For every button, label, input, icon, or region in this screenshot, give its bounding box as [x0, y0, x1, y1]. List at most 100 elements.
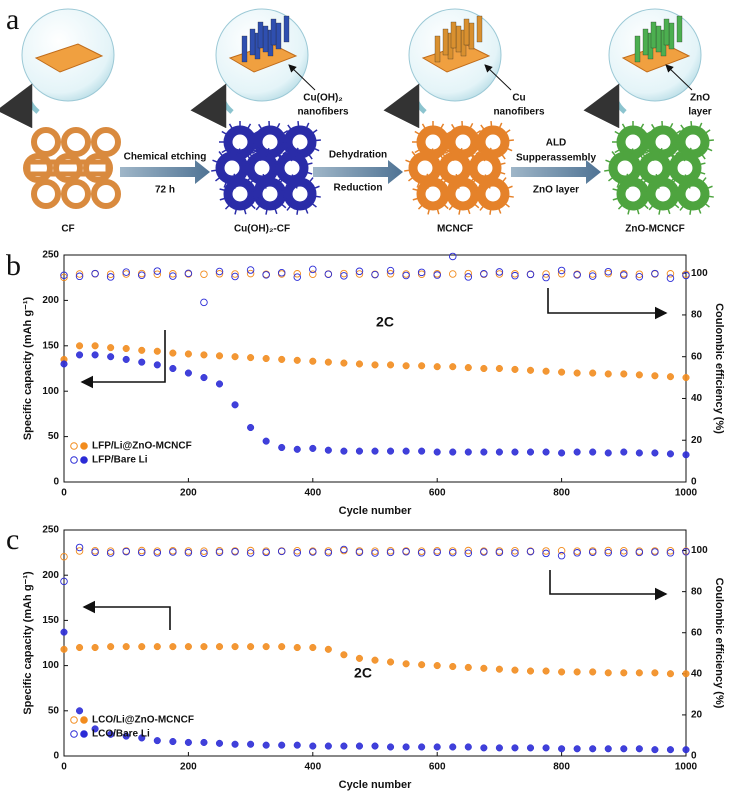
nanorod: [468, 22, 475, 50]
ce-point: [620, 271, 628, 279]
capacity-point: [309, 643, 317, 652]
foam-fiber: [412, 196, 422, 201]
ce-point: [386, 547, 395, 555]
ce-point: [293, 549, 302, 557]
foam-fiber: [249, 197, 259, 202]
callout-arrow: [665, 64, 693, 91]
y2-tick-label: 20: [691, 710, 703, 721]
step-label: Dehydration: [329, 150, 387, 161]
ce-point: [620, 547, 628, 555]
foam-fiber: [446, 179, 455, 187]
foam-fiber: [426, 173, 431, 183]
capacity-point: [449, 662, 457, 671]
foam-fiber: [466, 205, 471, 215]
ce-point: [417, 547, 426, 555]
panel-label: c: [6, 523, 19, 556]
ce-point: [666, 547, 675, 555]
foam-fiber: [670, 177, 678, 186]
foam-fiber: [433, 154, 442, 162]
ce-point: [511, 549, 519, 557]
ce-point: [246, 269, 255, 278]
ce-point: [417, 270, 426, 278]
y2-tick-label: 0: [691, 477, 697, 488]
y2-axis-title: Coulombic efficiency (%): [713, 578, 725, 709]
foam-fiber: [451, 123, 458, 133]
capacity-point: [60, 360, 68, 368]
foam-fiber: [473, 132, 483, 138]
capacity-point: [91, 351, 99, 359]
foam-fiber: [286, 202, 294, 211]
foam-fiber: [434, 169, 444, 173]
foam-fiber: [666, 205, 671, 215]
foam-fiber: [286, 147, 290, 157]
legend-label: LCO/Bare Li: [92, 729, 150, 740]
capacity-point: [387, 658, 395, 666]
ce-point: [184, 269, 193, 278]
capacity-point: [184, 643, 192, 651]
capacity-point: [293, 643, 301, 652]
foam-fiber: [310, 185, 320, 191]
capacity-point: [184, 350, 192, 358]
ce-point: [246, 266, 255, 274]
foam-fiber: [617, 178, 625, 187]
ce-point: [153, 547, 162, 555]
foam-fiber: [233, 173, 238, 183]
foam-fiber: [703, 185, 713, 191]
ce-point: [355, 267, 364, 276]
legend-label: LCO/Li@ZnO-MCNCF: [92, 715, 194, 726]
step-label: Supperassembly: [516, 153, 596, 164]
capacity-point: [107, 344, 115, 352]
foam-cell: [646, 177, 680, 211]
foam-cell: [275, 151, 309, 185]
ce-point: [666, 270, 675, 278]
x-axis-title: Cycle number: [339, 779, 412, 791]
ce-point: [246, 546, 255, 555]
foam-fiber: [693, 152, 701, 161]
nanorod: [476, 15, 483, 43]
ce-point: [324, 270, 333, 278]
ce-point: [480, 270, 488, 278]
capacity-point: [293, 445, 301, 453]
ce-point: [324, 548, 333, 557]
capacity-point: [309, 742, 317, 750]
nanorod: [434, 35, 441, 63]
legend-marker: [80, 730, 88, 738]
capacity-point: [324, 742, 332, 750]
ce-point: [511, 271, 519, 280]
ce-point: [355, 548, 364, 556]
nanorod: [668, 22, 675, 50]
capacity-point: [293, 356, 301, 364]
capacity-point: [262, 354, 270, 363]
foam-fiber: [306, 177, 314, 186]
bubble-arrow: [0, 83, 40, 129]
foam-fiber: [448, 202, 456, 211]
capacity-point: [169, 349, 177, 357]
foam-fiber: [642, 197, 652, 202]
ce-point: [91, 548, 99, 556]
foam-cell: [476, 177, 510, 211]
ce-point: [464, 549, 473, 557]
capacity-point: [355, 360, 364, 368]
capacity-point: [215, 380, 224, 388]
foam-fiber: [411, 151, 419, 160]
foam-fiber: [412, 188, 422, 192]
capacity-point: [682, 746, 690, 754]
ce-point: [309, 548, 317, 556]
foam-fiber: [262, 173, 267, 183]
capacity-point: [433, 448, 441, 456]
foam-fiber: [249, 189, 259, 193]
capacity-point: [449, 363, 457, 371]
ce-point: [557, 270, 566, 278]
ce-point: [433, 271, 441, 279]
capacity-point: [542, 448, 550, 456]
foam-fiber: [271, 170, 281, 174]
capacity-point: [91, 643, 99, 652]
foam-fiber: [472, 190, 482, 193]
callout-label: nanofibers: [297, 107, 349, 118]
ce-point: [153, 549, 162, 557]
ce-point: [355, 270, 364, 278]
foam-fiber: [242, 205, 247, 215]
foam-fiber: [442, 189, 452, 193]
foam-fiber: [669, 152, 678, 160]
ce-point: [137, 271, 146, 280]
